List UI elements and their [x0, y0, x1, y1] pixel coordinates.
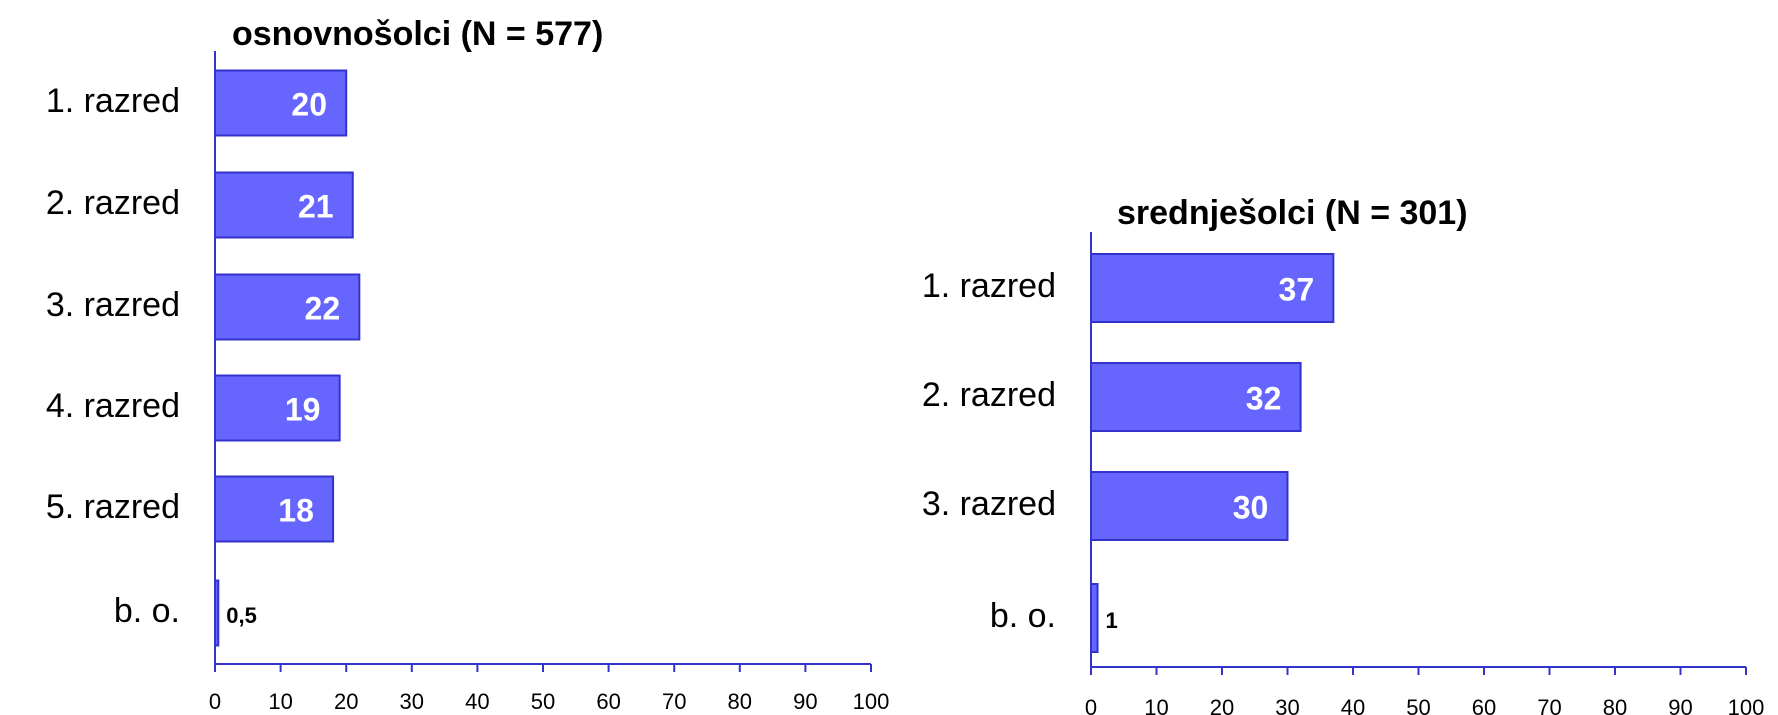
x-tick-label: 90: [1668, 695, 1692, 715]
y-tick-label: b. o.: [114, 592, 180, 630]
bar: [214, 273, 361, 341]
x-tick-label: 60: [596, 689, 620, 714]
y-tick-label: b. o.: [990, 597, 1056, 635]
value-label: 32: [1246, 380, 1282, 416]
value-label: 19: [285, 391, 321, 427]
bar: [214, 374, 341, 442]
x-tick-label: 10: [268, 689, 292, 714]
bar: [214, 69, 348, 137]
bar: [1090, 583, 1099, 653]
x-tick-label: 50: [1406, 695, 1430, 715]
x-tick-label: 60: [1472, 695, 1496, 715]
y-tick-label: 2. razred: [46, 184, 180, 222]
x-tick-label: 70: [662, 689, 686, 714]
y-tick-label: 3. razred: [46, 286, 180, 324]
y-tick-label: 5. razred: [46, 488, 180, 526]
x-tick-label: 30: [400, 689, 424, 714]
x-tick-label: 0: [209, 689, 221, 714]
x-tick-label: 80: [1603, 695, 1627, 715]
bar: [214, 579, 220, 647]
value-label: 30: [1233, 489, 1269, 525]
bar: [1090, 471, 1289, 541]
value-label: 18: [278, 492, 314, 528]
value-label: 1: [1106, 608, 1118, 633]
bar: [1090, 253, 1335, 323]
chart-title: srednješolci (N = 301): [1117, 194, 1468, 232]
value-label: 22: [305, 290, 341, 326]
x-tick-label: 20: [1210, 695, 1234, 715]
y-tick-label: 1. razred: [46, 82, 180, 120]
x-tick-label: 100: [853, 689, 890, 714]
y-tick-label: 2. razred: [922, 376, 1056, 414]
x-tick-label: 100: [1728, 695, 1765, 715]
x-tick-label: 40: [1341, 695, 1365, 715]
x-tick-label: 90: [793, 689, 817, 714]
x-tick-label: 50: [531, 689, 555, 714]
value-label: 20: [291, 86, 327, 122]
value-label: 0,5: [226, 603, 257, 628]
chart-title: osnovnošolci (N = 577): [232, 15, 603, 53]
bar: [214, 475, 335, 543]
value-label: 21: [298, 188, 334, 224]
y-tick-label: 3. razred: [922, 485, 1056, 523]
value-label: 37: [1279, 271, 1315, 307]
bar: [1090, 362, 1302, 432]
x-tick-label: 10: [1144, 695, 1168, 715]
x-tick-label: 0: [1085, 695, 1097, 715]
x-tick-label: 80: [728, 689, 752, 714]
y-tick-label: 1. razred: [922, 267, 1056, 305]
x-tick-label: 40: [465, 689, 489, 714]
bar: [214, 171, 354, 239]
x-tick-label: 30: [1275, 695, 1299, 715]
x-tick-label: 20: [334, 689, 358, 714]
y-tick-label: 4. razred: [46, 387, 180, 425]
x-tick-label: 70: [1537, 695, 1561, 715]
